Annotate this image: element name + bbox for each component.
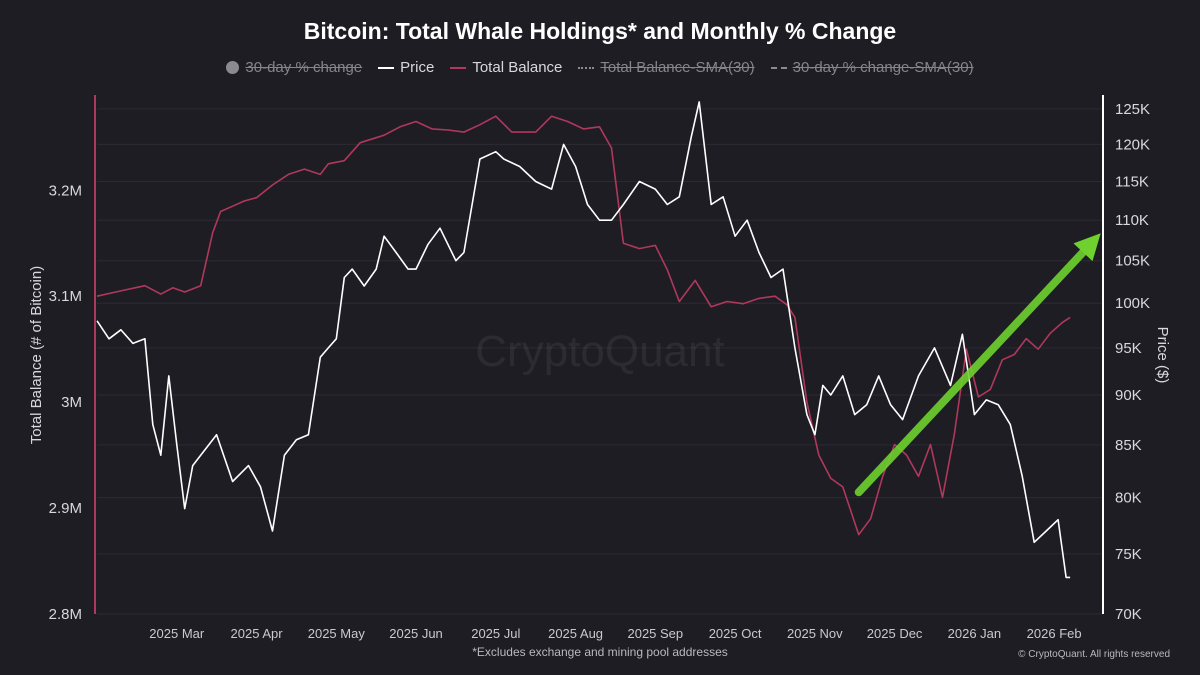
right-tick-label: 125K (1115, 101, 1150, 118)
legend-label: 30-day % change-SMA(30) (792, 59, 974, 76)
total-balance-series (96, 115, 1071, 536)
right-tick-label: 115K (1115, 173, 1149, 190)
x-tick-label: 2025 Jun (389, 626, 443, 641)
left-tick-label: 3.1M (49, 288, 82, 305)
left-axis-ticks: 2.8M 2.9M 3M 3.1M 3.2M (49, 182, 82, 623)
x-axis-ticks: 2025 Mar 2025 Apr 2025 May 2025 Jun 2025 Jul… (149, 626, 1081, 641)
left-tick-label: 3M (61, 394, 82, 411)
x-tick-label: 2025 Apr (231, 626, 284, 641)
right-tick-label: 85K (1115, 437, 1142, 454)
right-tick-label: 100K (1115, 295, 1150, 312)
legend-item-30day-change[interactable]: 30-day % change (226, 59, 362, 76)
line-marker-icon (450, 66, 467, 69)
x-tick-label: 2025 Jul (471, 626, 520, 641)
price-series (96, 101, 1071, 579)
footnote: *Excludes exchange and mining pool addre… (472, 645, 728, 659)
copyright: © CryptoQuant. All rights reserved (1018, 649, 1170, 660)
green-arrow-annotation (854, 233, 1101, 497)
left-tick-label: 2.9M (49, 500, 82, 517)
x-tick-label: 2025 Mar (149, 626, 205, 641)
x-tick-label: 2026 Feb (1027, 626, 1082, 641)
right-tick-label: 75K (1115, 546, 1142, 563)
x-tick-label: 2025 Oct (709, 626, 762, 641)
left-tick-label: 2.8M (49, 606, 82, 623)
arrow-head (1073, 233, 1101, 262)
watermark: CryptoQuant (475, 327, 724, 376)
right-tick-label: 70K (1115, 606, 1142, 623)
x-tick-label: 2025 Nov (787, 626, 843, 641)
legend-label: Total Balance (472, 59, 563, 76)
legend-label: Total Balance-SMA(30) (600, 59, 755, 76)
legend-item-change-sma[interactable]: 30-day % change-SMA(30) (770, 59, 974, 76)
left-tick-label: 3.2M (49, 182, 82, 199)
right-axis-title: Price ($) (1154, 327, 1171, 384)
axes (94, 95, 1104, 614)
right-tick-label: 95K (1115, 340, 1142, 357)
dotted-line-marker-icon (578, 66, 595, 69)
right-tick-label: 90K (1115, 387, 1142, 404)
dashed-line-marker-icon (770, 66, 787, 69)
total-balance-line (96, 115, 1071, 536)
legend-item-total-balance[interactable]: Total Balance (450, 59, 562, 76)
line-marker-icon (378, 66, 395, 69)
arrow-shaft (854, 240, 1094, 497)
price-line (96, 101, 1071, 579)
x-tick-label: 2025 Dec (867, 626, 923, 641)
x-tick-label: 2025 Aug (548, 626, 603, 641)
right-tick-label: 110K (1115, 212, 1149, 229)
right-axis-ticks: 70K 75K 80K 85K 90K 95K 100K 105K 110K 115K 120K 12… (1115, 101, 1150, 623)
left-axis-title: Total Balance (# of Bitcoin) (28, 266, 45, 444)
legend-label: Price (400, 59, 435, 76)
legend-item-balance-sma[interactable]: Total Balance-SMA(30) (578, 59, 755, 76)
chart-title: Bitcoin: Total Whale Holdings* and Month… (303, 18, 897, 44)
right-tick-label: 80K (1115, 490, 1142, 507)
legend-item-price[interactable]: Price (378, 59, 434, 76)
right-tick-label: 120K (1115, 136, 1150, 153)
x-tick-label: 2026 Jan (948, 626, 1002, 641)
legend-label: 30-day % change (245, 59, 363, 76)
dot-marker-icon (226, 61, 240, 74)
right-tick-label: 105K (1115, 253, 1150, 270)
x-tick-label: 2025 May (308, 626, 366, 641)
x-tick-label: 2025 Sep (627, 626, 683, 641)
legend: 30-day % change Price Total Balance Tota… (0, 59, 1200, 76)
